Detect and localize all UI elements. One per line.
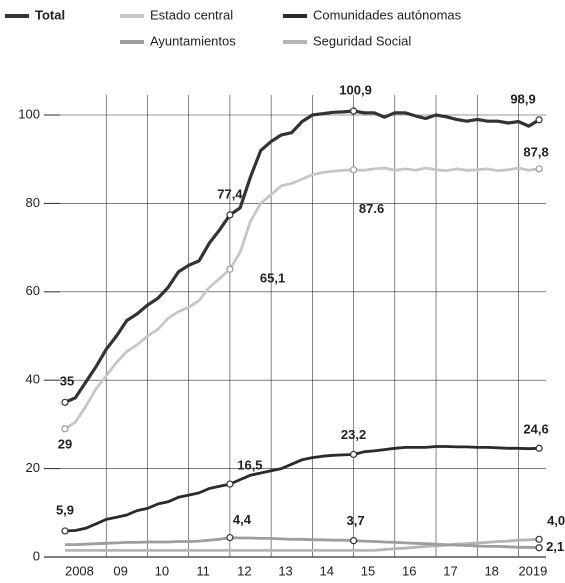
data-label: 2,1 xyxy=(546,539,564,554)
x-tick-label: 11 xyxy=(196,563,210,578)
x-tick-label: 09 xyxy=(113,563,127,578)
data-label: 65,1 xyxy=(260,271,285,286)
point-marker xyxy=(535,444,543,452)
y-tick-label: 40 xyxy=(26,372,40,387)
point-marker xyxy=(349,450,358,459)
x-tick-label: 16 xyxy=(402,563,416,578)
y-tick-label: 60 xyxy=(26,283,40,298)
data-label: 16,5 xyxy=(237,458,262,473)
legend-label: Comunidades autónomas xyxy=(313,7,462,22)
legend-label: Estado central xyxy=(150,7,233,22)
data-label: 23,2 xyxy=(341,427,366,442)
x-tick-label: 13 xyxy=(278,563,292,578)
point-marker xyxy=(226,480,234,488)
point-marker xyxy=(226,533,234,542)
point-marker xyxy=(61,527,69,535)
data-label: 3,7 xyxy=(347,513,365,528)
legend-label: Ayuntamientos xyxy=(150,33,236,48)
legend-label: Total xyxy=(35,7,65,22)
legend-label: Seguridad Social xyxy=(313,33,411,48)
data-label: 87,8 xyxy=(523,144,548,159)
point-marker xyxy=(61,398,69,406)
data-label: 35 xyxy=(60,374,74,389)
data-label: 98,9 xyxy=(510,91,535,106)
point-marker xyxy=(349,107,358,115)
data-label: 24,6 xyxy=(523,422,548,437)
data-label: 4,4 xyxy=(233,512,252,527)
data-label: 4,0 xyxy=(547,513,565,528)
x-tick-label: 12 xyxy=(237,563,251,578)
series-line xyxy=(64,445,540,533)
y-tick-label: 0 xyxy=(33,548,40,563)
x-tick-label: 17 xyxy=(443,563,457,578)
point-marker xyxy=(349,537,358,545)
y-tick-label: 80 xyxy=(26,195,40,210)
point-marker xyxy=(535,544,543,552)
series-line xyxy=(65,536,540,550)
point-marker xyxy=(61,425,69,433)
series-line xyxy=(64,109,540,404)
x-tick-label: 14 xyxy=(320,563,334,578)
x-tick-label: 2008 xyxy=(65,563,94,578)
data-label: 5,9 xyxy=(56,502,74,517)
series-line xyxy=(64,166,540,430)
y-tick-label: 20 xyxy=(26,460,40,475)
data-label: 87.6 xyxy=(359,201,384,216)
point-marker xyxy=(535,116,543,124)
x-tick-label: 18 xyxy=(484,563,498,578)
y-tick-label: 100 xyxy=(18,106,40,121)
x-tick-label: 10 xyxy=(155,563,169,578)
x-tick-label: 15 xyxy=(361,563,375,578)
point-marker xyxy=(349,166,358,174)
point-marker xyxy=(535,165,543,173)
data-label: 100,9 xyxy=(339,82,372,97)
point-marker xyxy=(535,535,543,543)
data-label: 29 xyxy=(58,436,72,451)
data-label: 77,4 xyxy=(217,186,243,201)
point-marker xyxy=(226,265,234,273)
x-tick-label: 2019 xyxy=(518,563,547,578)
point-marker xyxy=(226,211,234,219)
